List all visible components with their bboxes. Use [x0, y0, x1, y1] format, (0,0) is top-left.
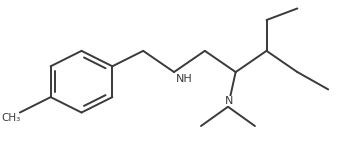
Text: CH₃: CH₃	[1, 113, 21, 123]
Text: N: N	[225, 96, 233, 106]
Text: NH: NH	[176, 74, 193, 84]
